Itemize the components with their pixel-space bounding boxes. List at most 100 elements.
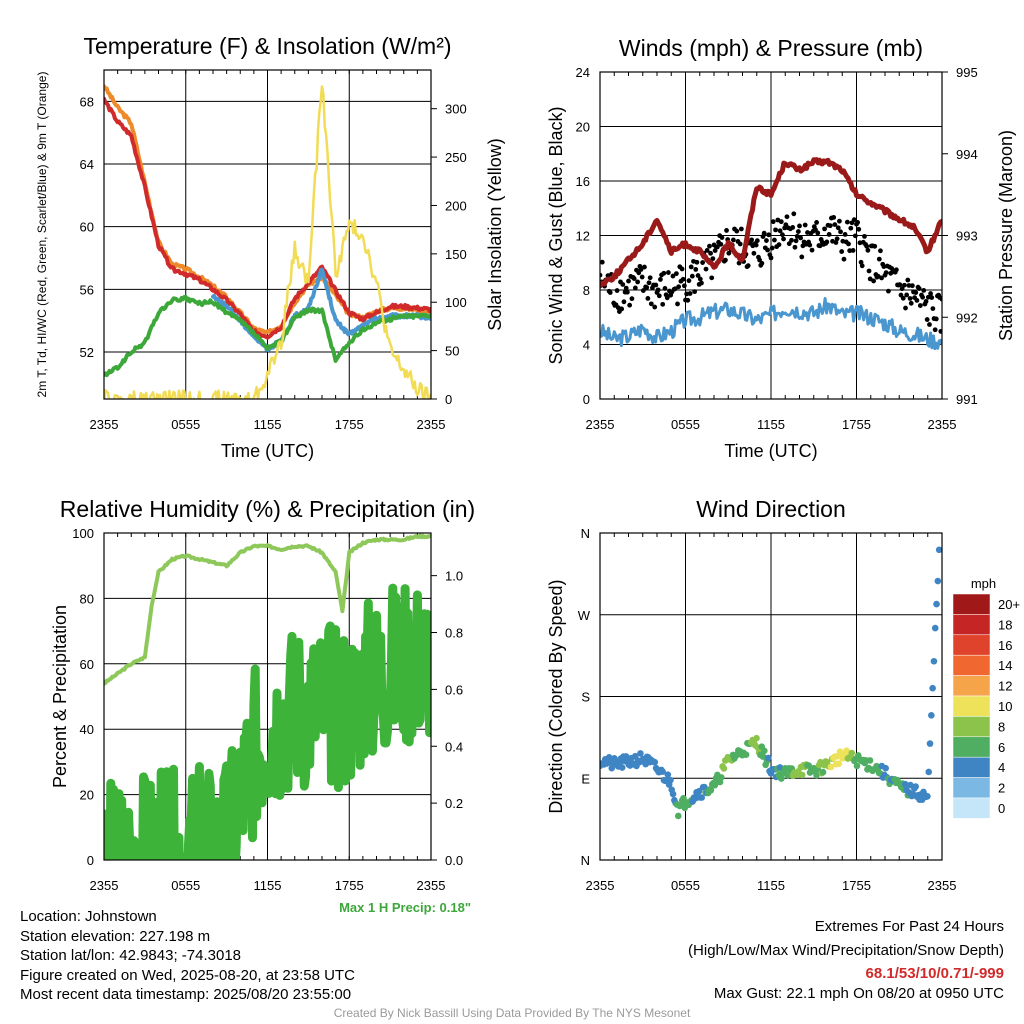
gust-point <box>772 237 777 243</box>
gust-point <box>761 230 767 236</box>
gust-point <box>635 279 641 285</box>
gust-point <box>916 286 922 292</box>
gust-point <box>835 225 841 231</box>
series-line <box>104 533 431 686</box>
gust-point <box>770 219 776 225</box>
legend-swatch <box>952 797 991 819</box>
gust-point <box>638 267 644 272</box>
y-tick-label: 80 <box>80 591 94 606</box>
gust-point <box>778 219 784 225</box>
gust-point <box>837 218 842 224</box>
y-axis-label: Direction (Colored By Speed) <box>546 579 566 813</box>
direction-point <box>924 793 931 800</box>
gust-point <box>844 219 850 225</box>
gust-point <box>897 282 903 288</box>
gust-point <box>776 242 782 248</box>
gust-point <box>859 263 865 269</box>
x-axis-label: Time (UTC) <box>221 441 314 461</box>
gust-point <box>904 292 910 298</box>
gust-point <box>693 267 699 272</box>
gust-point <box>679 266 685 272</box>
legend-swatch <box>952 654 991 676</box>
gust-point <box>647 275 653 281</box>
chart-title: Wind Direction <box>696 496 846 522</box>
gust-point <box>901 282 907 288</box>
gust-point <box>753 242 759 248</box>
gust-point <box>790 225 796 230</box>
gust-point <box>710 256 716 262</box>
direction-point <box>664 771 672 779</box>
y-tick-label: 24 <box>576 65 590 80</box>
gust-point <box>784 214 790 220</box>
gust-point <box>738 226 744 232</box>
gust-point <box>862 233 867 239</box>
legend-label: 12 <box>998 679 1012 694</box>
direction-point <box>680 794 687 802</box>
y-tick-label: 20 <box>80 788 94 803</box>
gust-point <box>670 273 676 279</box>
gust-point <box>909 283 915 289</box>
gust-point <box>883 270 889 276</box>
x-tick-label: 1155 <box>254 417 282 432</box>
gust-point <box>781 236 786 242</box>
gust-point <box>834 236 840 242</box>
gust-point <box>802 222 808 228</box>
gust-point <box>855 219 861 225</box>
x-tick-label: 2355 <box>586 878 615 893</box>
gust-point <box>848 225 854 231</box>
y2-tick-label: 994 <box>956 147 978 162</box>
gust-point <box>687 291 693 296</box>
gust-point <box>661 270 667 276</box>
gust-point <box>676 284 682 290</box>
gust-point <box>923 299 929 304</box>
gust-point <box>838 229 843 235</box>
legend-label: 4 <box>998 760 1005 775</box>
gust-point <box>809 247 815 253</box>
y2-tick-label: 991 <box>956 392 978 407</box>
gust-point <box>847 248 853 254</box>
direction-point <box>929 684 936 692</box>
gust-point <box>686 278 692 284</box>
legend-swatch <box>952 736 991 758</box>
gust-point <box>632 285 638 291</box>
y2-tick-label: 0 <box>445 392 452 407</box>
gust-point <box>777 228 783 234</box>
gust-point <box>704 248 710 253</box>
gust-point <box>656 293 662 299</box>
gust-point <box>707 243 712 249</box>
gust-point <box>766 232 772 238</box>
gust-point <box>807 242 813 248</box>
x-tick-label: 2355 <box>586 417 615 432</box>
gust-point <box>703 266 709 272</box>
y2-tick-label: 100 <box>445 295 467 310</box>
gust-point <box>827 223 833 229</box>
gust-point <box>699 280 704 286</box>
direction-point <box>813 771 820 779</box>
gust-point <box>658 277 663 282</box>
gust-point <box>839 249 845 254</box>
direction-point <box>742 751 750 759</box>
direction-point <box>669 790 677 798</box>
direction-point <box>819 768 827 776</box>
gust-point <box>795 229 801 234</box>
direction-point <box>798 771 806 779</box>
series-line <box>600 297 942 351</box>
gust-point <box>645 296 651 301</box>
y-tick-label: E <box>581 771 590 786</box>
gust-point <box>797 223 802 229</box>
x-tick-label: 1155 <box>254 878 282 893</box>
gust-point <box>629 296 635 302</box>
direction-point <box>926 740 934 747</box>
legend-label: 14 <box>998 658 1012 673</box>
legend-label: 2 <box>998 781 1005 796</box>
y2-tick-label: 0.0 <box>445 853 463 868</box>
precip-annotation: Max 1 H Precip: 0.18" <box>339 900 471 915</box>
y-tick-label: 0 <box>583 392 590 407</box>
y-tick-label: 60 <box>80 657 94 672</box>
x-tick-label: 2355 <box>928 878 957 893</box>
y-tick-label: N <box>581 853 590 868</box>
gust-point <box>692 289 698 295</box>
y-tick-label: 64 <box>80 157 94 172</box>
legend-swatch <box>952 695 991 717</box>
y-tick-label: 12 <box>576 229 590 244</box>
